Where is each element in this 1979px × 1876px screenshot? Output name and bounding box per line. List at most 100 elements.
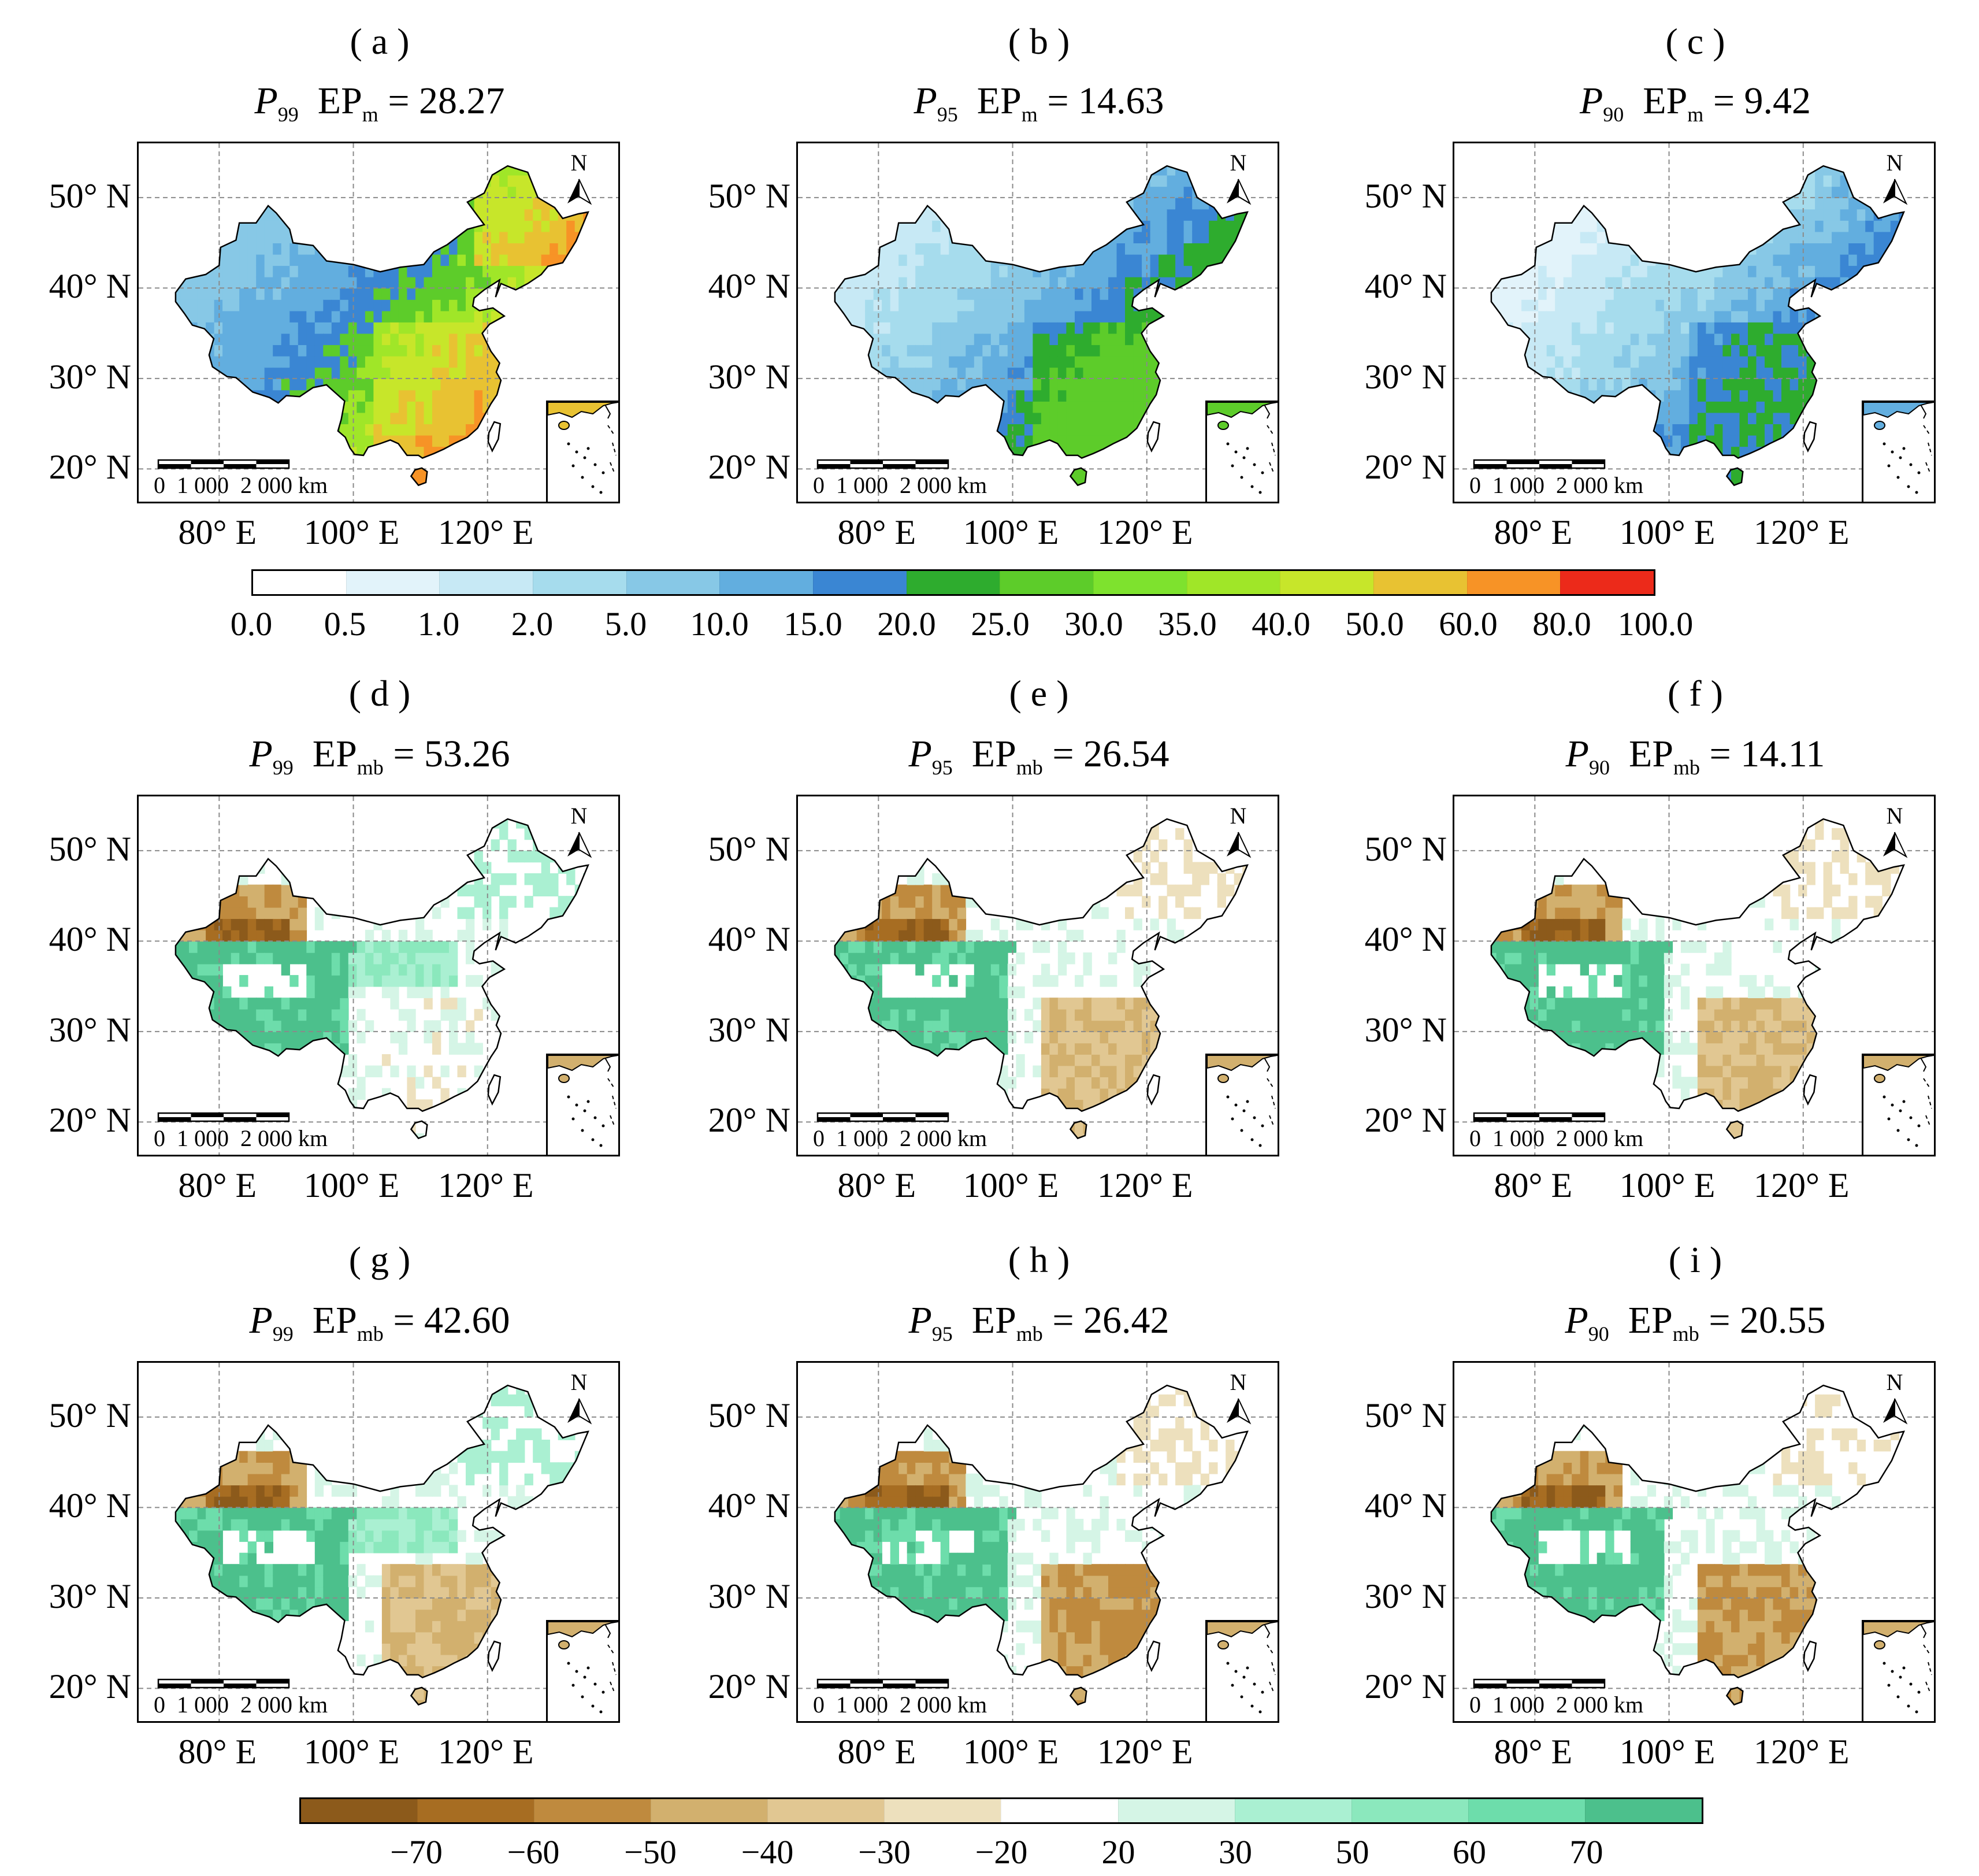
ep-symbol: EP (971, 1299, 1016, 1341)
lon-label: 120° E (1097, 1733, 1193, 1771)
percentile-subscript: 90 (1603, 103, 1624, 126)
percentile-subscript: 90 (1588, 1322, 1609, 1345)
north-arrow-icon (1883, 832, 1895, 857)
colorbar-swatch (1468, 1799, 1585, 1822)
percentile-symbol: P (249, 1299, 273, 1341)
lat-label: 20° N (49, 1101, 131, 1140)
lat-label: 20° N (49, 1667, 131, 1706)
colorbar-top (251, 569, 1655, 596)
lon-label: 80° E (837, 1166, 916, 1204)
colorbar-swatch (439, 571, 533, 594)
ep-value: = 42.60 (393, 1299, 510, 1341)
panel-title: P90 EPmb = 14.11 (1453, 734, 1938, 788)
colorbar-tick-label: 20.0 (877, 605, 936, 643)
lon-label: 120° E (437, 513, 534, 551)
ep-subscript: mb (1016, 756, 1043, 779)
percentile-symbol: P (908, 1299, 932, 1341)
percentile-symbol: P (1579, 80, 1603, 122)
hainan-border (1069, 1120, 1087, 1140)
colorbar-swatch (417, 1799, 534, 1822)
scale-bar-labels: 0 1 000 2 000 km (1469, 1692, 1644, 1718)
lat-label: 30° N (708, 357, 790, 396)
lat-label: 20° N (708, 1101, 790, 1140)
panel-title: P95 EPmb = 26.42 (796, 1300, 1282, 1354)
colorbar-swatch (1186, 571, 1280, 594)
ep-symbol: EP (971, 733, 1016, 775)
percentile-symbol: P (249, 733, 273, 775)
lat-label: 40° N (1364, 920, 1447, 959)
lat-label: 40° N (49, 1486, 131, 1525)
scale-bar-labels: 0 1 000 2 000 km (154, 1692, 328, 1718)
north-label: N (1886, 1369, 1903, 1395)
china-border (834, 1384, 1249, 1679)
inset-map (1207, 402, 1278, 494)
colorbar-tick-label: 35.0 (1158, 605, 1217, 643)
scale-bar-labels: 0 1 000 2 000 km (1469, 1125, 1644, 1151)
lat-label: 50° N (708, 829, 790, 868)
lat-label: 50° N (1364, 176, 1447, 215)
percentile-subscript: 99 (272, 1322, 294, 1345)
lat-label: 50° N (708, 1396, 790, 1434)
lat-label: 30° N (49, 357, 131, 396)
china-map (798, 796, 1278, 1155)
percentile-symbol: P (908, 733, 932, 775)
colorbar-tick-label: 20 (1101, 1833, 1135, 1871)
percentile-subscript: 99 (277, 103, 299, 126)
ep-value: = 53.26 (393, 733, 510, 775)
china-border (174, 165, 589, 459)
lat-label: 40° N (708, 920, 790, 959)
colorbar-tick-label: 30.0 (1064, 605, 1123, 643)
china-map (798, 1363, 1278, 1721)
south-china-sea-inset (1862, 401, 1934, 502)
china-border (834, 818, 1249, 1113)
ep-subscript: mb (1016, 1322, 1043, 1345)
hainan-border (410, 467, 428, 487)
ep-symbol: EP (317, 80, 362, 122)
china-border (834, 165, 1249, 459)
lat-label: 40° N (1364, 1486, 1447, 1525)
colorbar-tick-label: −70 (390, 1833, 443, 1871)
south-china-sea-inset (1862, 1620, 1934, 1721)
colorbar-tick-label: 100.0 (1617, 605, 1694, 643)
china-map (1454, 1363, 1934, 1721)
lat-label: 50° N (1364, 1396, 1447, 1434)
ep-subscript: m (362, 103, 378, 126)
north-arrow-icon (567, 1399, 579, 1423)
lon-label: 120° E (437, 1733, 534, 1771)
colorbar-tick-label: 50.0 (1345, 605, 1404, 643)
north-arrow-icon (1227, 179, 1238, 203)
percentile-subscript: 90 (1589, 756, 1610, 779)
scale-bar-labels: 0 1 000 2 000 km (813, 1125, 987, 1151)
colorbar-tick-label: 80.0 (1532, 605, 1591, 643)
percentile-subscript: 99 (272, 756, 294, 779)
china-border (1490, 165, 1905, 459)
hainan-border (410, 1686, 428, 1706)
colorbar-tick-label: −30 (858, 1833, 911, 1871)
colorbar-tick-label: 10.0 (690, 605, 749, 643)
ep-subscript: m (1021, 103, 1038, 126)
lon-label: 100° E (303, 1166, 400, 1204)
hainan-border (410, 1120, 428, 1140)
map-panel: N 0 1 000 2 000 km (796, 142, 1279, 503)
taiwan-border (1803, 421, 1817, 453)
scale-bar-labels: 0 1 000 2 000 km (154, 472, 328, 498)
inset-map (1207, 1622, 1278, 1714)
lat-label: 40° N (49, 920, 131, 959)
ep-value: = 26.54 (1052, 733, 1169, 775)
china-map (1454, 143, 1934, 502)
inset-map (548, 1622, 618, 1714)
lon-label: 120° E (437, 1166, 534, 1204)
north-label: N (1886, 803, 1903, 829)
panel-title: P90 EPm = 9.42 (1453, 81, 1938, 135)
scale-bar-labels: 0 1 000 2 000 km (813, 472, 987, 498)
north-label: N (570, 1369, 588, 1395)
colorbar-tick-label: 60 (1453, 1833, 1486, 1871)
hainan-border (1725, 1120, 1744, 1140)
panel-label: ( e ) (1009, 673, 1069, 714)
panel-title: P99 EPmb = 53.26 (137, 734, 622, 788)
lat-label: 30° N (49, 1010, 131, 1049)
south-china-sea-inset (1205, 1054, 1278, 1155)
lat-label: 30° N (1364, 1010, 1447, 1049)
south-china-sea-inset (546, 1054, 618, 1155)
